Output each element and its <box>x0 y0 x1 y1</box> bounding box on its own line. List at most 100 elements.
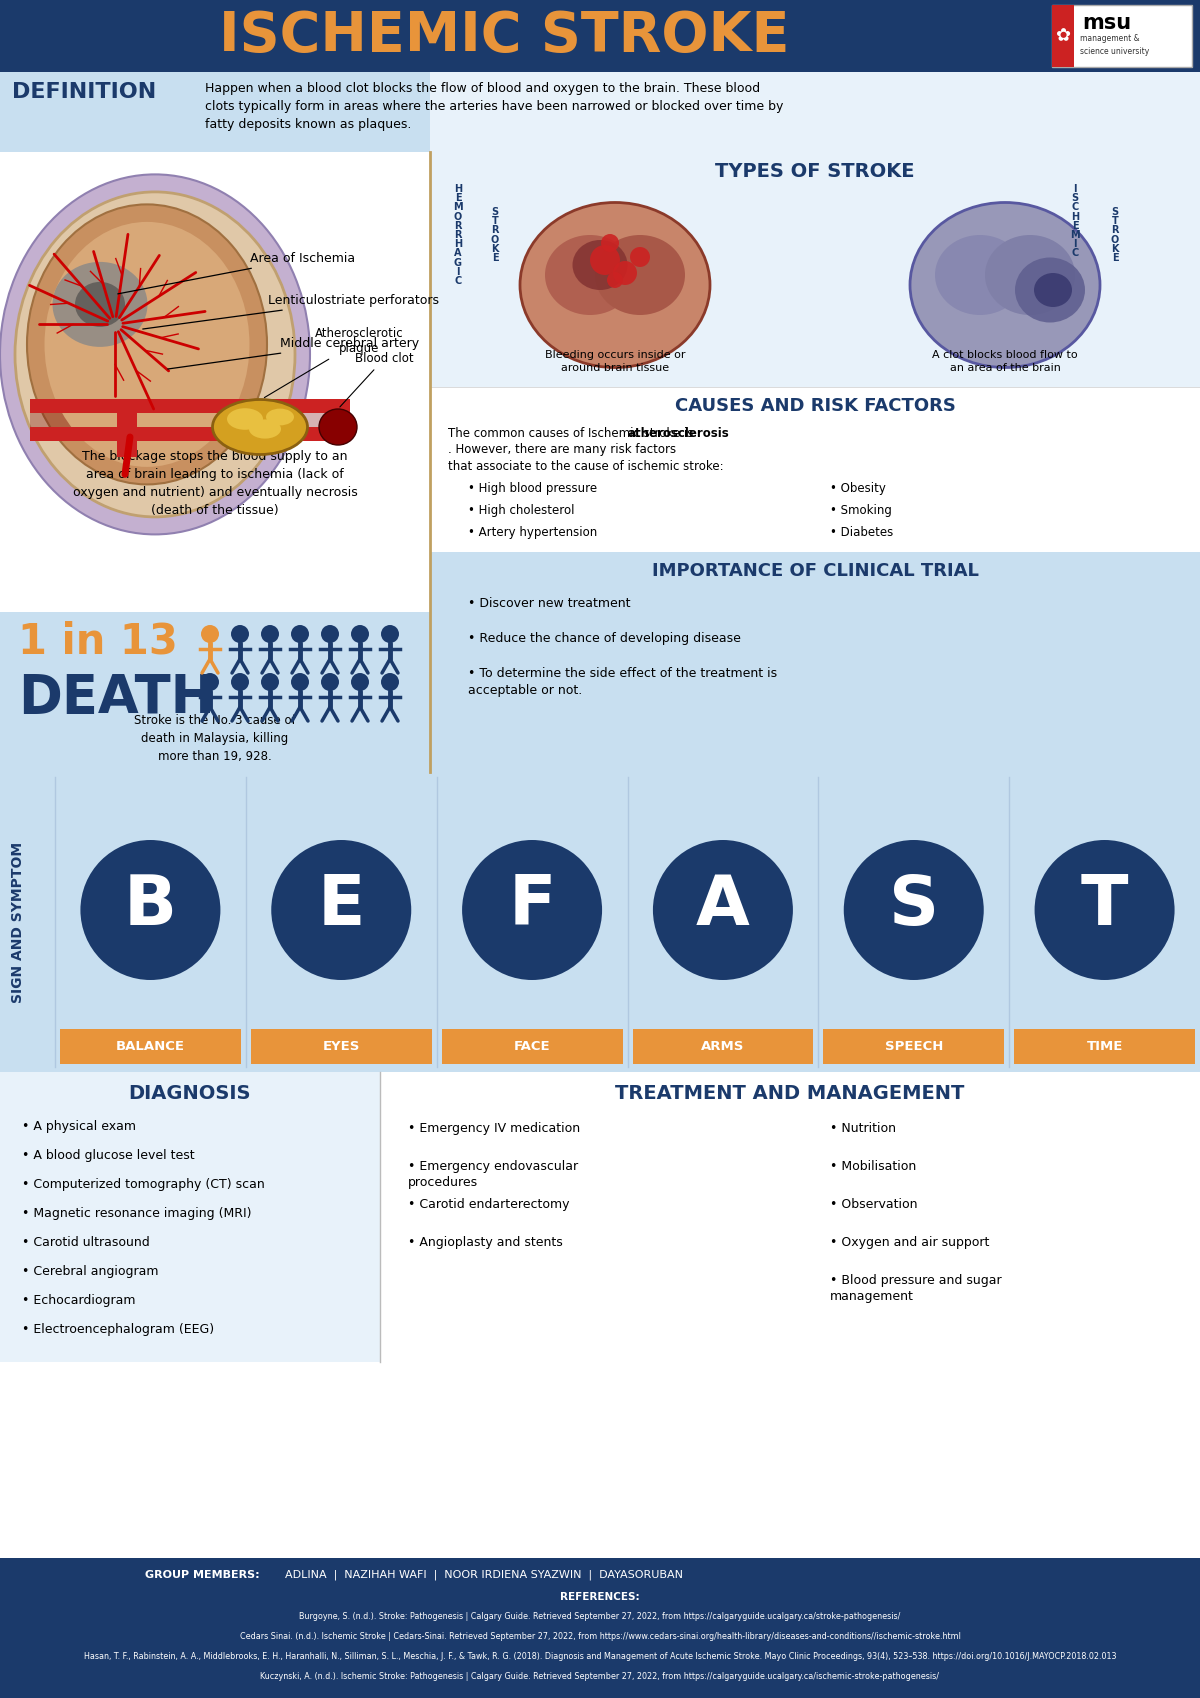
Circle shape <box>230 672 250 691</box>
Circle shape <box>271 841 412 980</box>
Text: S
T
R
O
K
E: S T R O K E <box>1111 207 1120 263</box>
Bar <box>0 153 430 611</box>
Circle shape <box>607 272 623 289</box>
Text: • Echocardiogram: • Echocardiogram <box>22 1294 136 1307</box>
Bar <box>442 1029 623 1065</box>
Bar <box>380 1071 1200 1362</box>
Text: The blockage stops the blood supply to an
area of brain leading to ischemia (lac: The blockage stops the blood supply to a… <box>73 450 358 516</box>
Bar <box>251 1029 432 1065</box>
Bar <box>430 153 1200 387</box>
Bar <box>1014 1029 1195 1065</box>
Text: • Emergency endovascular
procedures: • Emergency endovascular procedures <box>408 1160 578 1189</box>
Ellipse shape <box>1034 273 1072 307</box>
Text: Bleeding occurs inside or
around brain tissue: Bleeding occurs inside or around brain t… <box>545 350 685 374</box>
Text: ADLINA  |  NAZIHAH WAFI  |  NOOR IRDIENA SYAZWIN  |  DAYASORUBAN: ADLINA | NAZIHAH WAFI | NOOR IRDIENA SYA… <box>286 1571 683 1581</box>
Text: IMPORTANCE OF CLINICAL TRIAL: IMPORTANCE OF CLINICAL TRIAL <box>652 562 978 581</box>
Text: • Blood pressure and sugar
management: • Blood pressure and sugar management <box>830 1274 1002 1302</box>
Text: E: E <box>318 871 365 939</box>
Circle shape <box>590 245 620 275</box>
Text: ✿: ✿ <box>1056 27 1070 46</box>
Text: • Carotid endarterectomy: • Carotid endarterectomy <box>408 1199 570 1211</box>
Bar <box>60 1029 241 1065</box>
Text: • To determine the side effect of the treatment is
acceptable or not.: • To determine the side effect of the tr… <box>468 667 778 696</box>
Ellipse shape <box>319 409 358 445</box>
Bar <box>632 1029 814 1065</box>
Bar <box>430 71 1200 307</box>
Text: ISCHEMIC STROKE: ISCHEMIC STROKE <box>218 8 790 63</box>
Circle shape <box>322 672 340 691</box>
Ellipse shape <box>1015 258 1085 323</box>
Circle shape <box>1034 841 1175 980</box>
Text: Lenticulostriate perforators: Lenticulostriate perforators <box>143 294 439 329</box>
Bar <box>430 552 1200 773</box>
Text: msu: msu <box>1082 14 1132 32</box>
Text: ARMS: ARMS <box>701 1039 745 1053</box>
Text: management &
science university: management & science university <box>1080 34 1150 56</box>
Circle shape <box>292 625 310 644</box>
Text: • Mobilisation: • Mobilisation <box>830 1160 917 1173</box>
Text: DEFINITION: DEFINITION <box>12 82 156 102</box>
Text: A: A <box>696 871 750 939</box>
Ellipse shape <box>545 234 635 316</box>
Ellipse shape <box>910 202 1100 367</box>
Ellipse shape <box>0 175 310 535</box>
Bar <box>0 773 1200 1071</box>
Text: FACE: FACE <box>514 1039 551 1053</box>
Circle shape <box>462 841 602 980</box>
Text: S
T
R
O
K
E: S T R O K E <box>491 207 499 263</box>
Text: EYES: EYES <box>323 1039 360 1053</box>
Text: I
S
C
H
E
M
I
C: I S C H E M I C <box>1070 183 1080 258</box>
Text: REFERENCES:: REFERENCES: <box>560 1593 640 1601</box>
Text: T: T <box>1081 871 1128 939</box>
Bar <box>0 611 430 773</box>
Text: Hasan, T. F., Rabinstein, A. A., Middlebrooks, E. H., Haranhalli, N., Silliman, : Hasan, T. F., Rabinstein, A. A., Middleb… <box>84 1652 1116 1661</box>
Bar <box>30 413 350 441</box>
Text: • Carotid ultrasound: • Carotid ultrasound <box>22 1236 150 1250</box>
Text: • Smoking: • Smoking <box>830 504 892 516</box>
Text: The common causes of Ischemic stroke is: The common causes of Ischemic stroke is <box>448 426 697 440</box>
Text: Cedars Sinai. (n.d.). Ischemic Stroke | Cedars-Sinai. Retrieved September 27, 20: Cedars Sinai. (n.d.). Ischemic Stroke | … <box>240 1632 960 1640</box>
Text: • High blood pressure: • High blood pressure <box>468 482 598 496</box>
Text: A clot blocks blood flow to
an area of the brain: A clot blocks blood flow to an area of t… <box>932 350 1078 374</box>
Text: • Reduce the chance of developing disease: • Reduce the chance of developing diseas… <box>468 632 740 645</box>
Text: 1 in 13: 1 in 13 <box>18 620 178 662</box>
Text: • Angioplasty and stents: • Angioplasty and stents <box>408 1236 563 1250</box>
Circle shape <box>630 246 650 267</box>
Text: • Diabetes: • Diabetes <box>830 526 893 538</box>
Text: • High cholesterol: • High cholesterol <box>468 504 575 516</box>
Text: • A blood glucose level test: • A blood glucose level test <box>22 1150 194 1161</box>
Circle shape <box>653 841 793 980</box>
Ellipse shape <box>250 419 281 438</box>
Circle shape <box>382 625 398 644</box>
Circle shape <box>262 672 278 691</box>
Ellipse shape <box>595 234 685 316</box>
Ellipse shape <box>28 204 266 484</box>
Text: • Artery hypertension: • Artery hypertension <box>468 526 598 538</box>
Circle shape <box>613 261 637 285</box>
Ellipse shape <box>985 234 1075 316</box>
Circle shape <box>322 625 340 644</box>
Text: SPEECH: SPEECH <box>884 1039 943 1053</box>
Circle shape <box>382 672 398 691</box>
Text: • Electroencephalogram (EEG): • Electroencephalogram (EEG) <box>22 1323 214 1336</box>
Ellipse shape <box>935 234 1025 316</box>
Text: • Observation: • Observation <box>830 1199 918 1211</box>
Bar <box>1052 5 1192 66</box>
Bar <box>0 1559 1200 1698</box>
Text: • Oxygen and air support: • Oxygen and air support <box>830 1236 989 1250</box>
Ellipse shape <box>227 408 263 430</box>
Text: Happen when a blood clot blocks the flow of blood and oxygen to the brain. These: Happen when a blood clot blocks the flow… <box>205 82 784 131</box>
Circle shape <box>262 625 278 644</box>
Circle shape <box>230 625 250 644</box>
Text: atherosclerosis: atherosclerosis <box>628 426 730 440</box>
Ellipse shape <box>14 192 295 516</box>
Text: TREATMENT AND MANAGEMENT: TREATMENT AND MANAGEMENT <box>616 1083 965 1104</box>
Text: Kuczynski, A. (n.d.). Ischemic Stroke: Pathogenesis | Calgary Guide. Retrieved S: Kuczynski, A. (n.d.). Ischemic Stroke: P… <box>260 1673 940 1681</box>
Bar <box>0 0 1200 71</box>
Text: CAUSES AND RISK FACTORS: CAUSES AND RISK FACTORS <box>674 397 955 414</box>
Circle shape <box>202 625 220 644</box>
Circle shape <box>601 234 619 251</box>
Ellipse shape <box>53 261 148 346</box>
Text: • Computerized tomography (CT) scan: • Computerized tomography (CT) scan <box>22 1178 265 1190</box>
Text: • Magnetic resonance imaging (MRI): • Magnetic resonance imaging (MRI) <box>22 1207 252 1219</box>
